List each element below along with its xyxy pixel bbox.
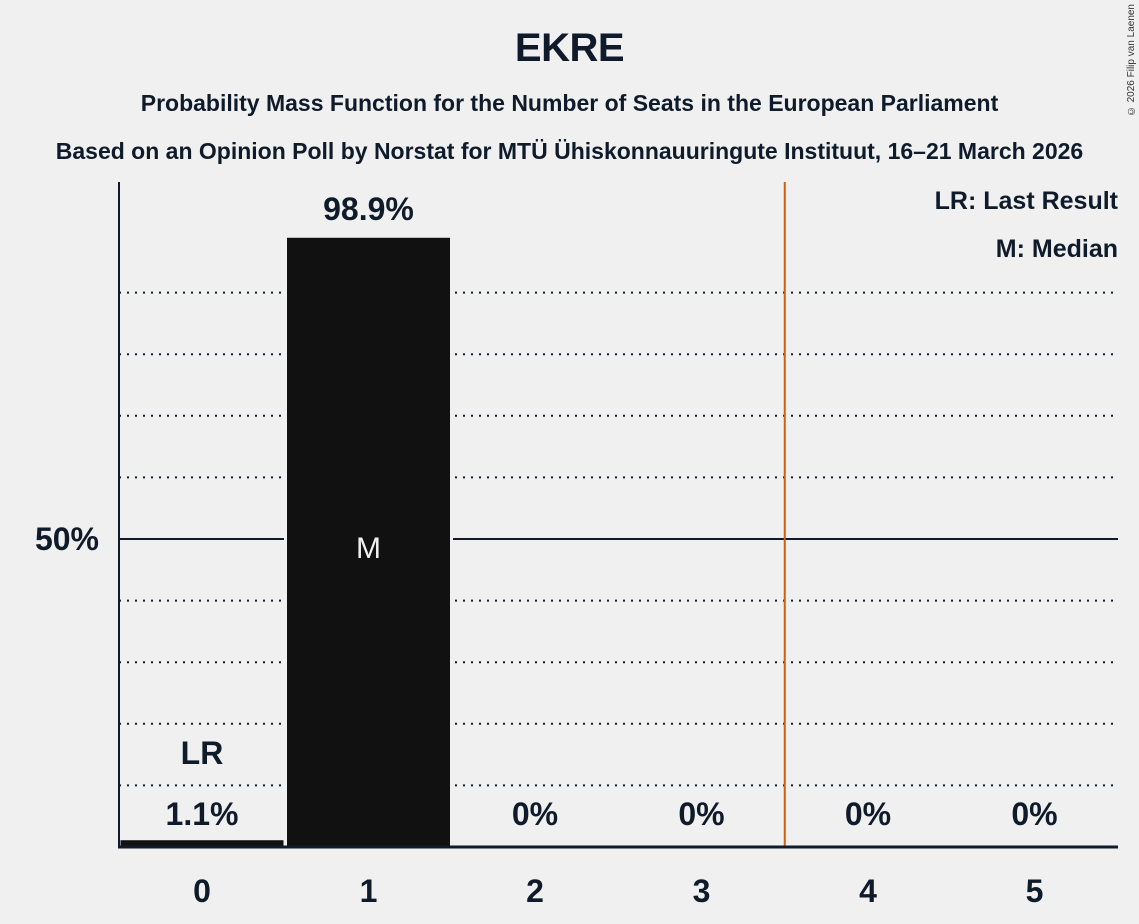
bars [117, 237, 453, 847]
x-tick-label: 5 [1026, 873, 1044, 909]
bar-0 [120, 840, 284, 847]
x-tick-label: 3 [693, 873, 711, 909]
x-tick-label: 1 [360, 873, 378, 909]
value-labels: 1.1% 0 98.9% 1 0% 2 0% 3 0% 4 0% 5 LR M [166, 191, 1058, 909]
chart-subtitle: Probability Mass Function for the Number… [140, 90, 999, 116]
chart-title: EKRE [514, 26, 625, 70]
last-result-marker: LR [181, 735, 224, 771]
value-label: 0% [512, 796, 558, 832]
x-tick-label: 0 [193, 873, 211, 909]
value-label: 0% [1011, 796, 1057, 832]
legend-median: M: Median [996, 235, 1118, 263]
median-marker: M [356, 532, 381, 565]
value-label: 0% [678, 796, 724, 832]
value-label: 0% [845, 796, 891, 832]
value-label: 1.1% [166, 796, 239, 832]
axes: 50% [35, 182, 1118, 849]
bar-1 [287, 237, 450, 847]
value-label: 98.9% [323, 191, 414, 227]
y-tick-label: 50% [35, 521, 99, 557]
chart-source-subtitle: Based on an Opinion Poll by Norstat for … [55, 138, 1084, 164]
grid-lines [119, 291, 1118, 787]
x-tick-label: 2 [526, 873, 544, 909]
legend-last-result: LR: Last Result [935, 187, 1119, 215]
legend: LR: Last Result M: Median [935, 187, 1119, 263]
x-tick-label: 4 [859, 873, 877, 909]
